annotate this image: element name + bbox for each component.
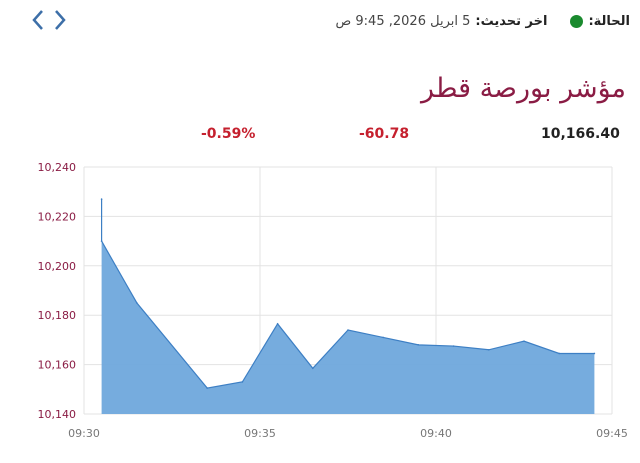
data-point — [593, 352, 596, 355]
status-bar: الحالة: اخر تحديث: 5 ابريل 2026, 9:45 ص — [336, 14, 630, 29]
data-point — [417, 344, 420, 346]
y-tick-label: 10,160 — [38, 359, 77, 372]
data-point — [382, 336, 385, 339]
update-value: 5 ابريل 2026, 9:45 ص — [335, 14, 471, 29]
data-point — [312, 367, 314, 370]
data-point — [136, 302, 138, 304]
data-point — [523, 340, 525, 342]
data-point — [276, 323, 279, 325]
status-dot-icon — [570, 15, 584, 28]
data-point — [488, 348, 490, 351]
x-tick-label: 09:30 — [68, 427, 100, 440]
y-tick-label: 10,180 — [38, 309, 77, 322]
change-value: -60.78 — [359, 126, 410, 142]
x-tick-label: 09:40 — [420, 427, 452, 440]
page-title: مؤشر بورصة قطر — [421, 73, 626, 104]
status-label: الحالة: — [588, 14, 630, 29]
data-point — [347, 329, 349, 331]
data-point — [558, 352, 560, 355]
data-point — [241, 381, 244, 383]
index-value: 10,166.40 — [541, 126, 620, 142]
data-point — [100, 198, 103, 200]
series-area — [101, 199, 595, 414]
x-tick-label: 09:45 — [596, 427, 628, 440]
y-tick-label: 10,240 — [38, 161, 77, 174]
update-label: اخر تحديث: — [475, 14, 548, 29]
data-point — [206, 387, 208, 389]
chevron-left-icon[interactable] — [30, 8, 46, 32]
y-tick-label: 10,140 — [38, 408, 77, 421]
y-tick-label: 10,220 — [38, 210, 77, 223]
x-tick-label: 09:35 — [244, 427, 276, 440]
change-percent: -0.59% — [201, 126, 256, 142]
chevron-right-icon[interactable] — [52, 8, 68, 32]
data-point — [100, 240, 103, 242]
y-tick-label: 10,200 — [38, 260, 77, 273]
index-stats: -0.59% -60.78 10,166.40 — [0, 126, 640, 146]
data-point — [452, 345, 455, 347]
navigation-arrows — [30, 8, 68, 32]
